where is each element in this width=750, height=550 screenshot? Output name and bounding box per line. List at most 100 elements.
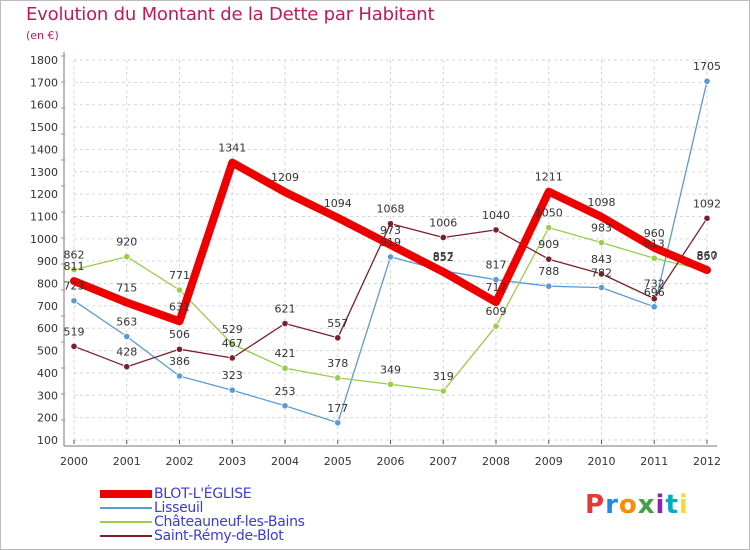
data-label: 349 [380,363,401,376]
data-label: 378 [327,357,348,370]
x-tick-label: 2007 [429,455,457,468]
y-tick-label: 200 [37,412,58,425]
data-label: 909 [538,238,559,251]
legend-label: Lisseuil [154,500,204,516]
x-tick-label: 2004 [271,455,299,468]
data-label: 529 [222,323,243,336]
data-point [228,354,236,362]
data-point [175,372,184,380]
data-label: 386 [169,355,190,368]
data-label: 788 [538,265,559,278]
data-label: 732 [644,278,665,291]
data-label: 631 [169,300,190,313]
data-label: 177 [327,402,348,415]
data-label: 1098 [588,196,616,209]
data-label: 1068 [377,203,405,216]
data-label: 1040 [482,209,510,222]
y-tick-label: 1000 [30,233,58,246]
data-label: 609 [486,305,507,318]
y-tick-label: 1300 [30,166,58,179]
data-label: 1094 [324,197,352,210]
x-tick-label: 2009 [535,455,563,468]
y-tick-label: 600 [37,322,58,335]
data-label: 983 [591,222,612,235]
data-label: 1705 [693,60,721,73]
data-point [123,363,131,371]
data-label: 1092 [693,197,721,210]
data-label: 253 [275,385,296,398]
x-tick-label: 2000 [60,455,88,468]
data-label: 428 [116,346,137,359]
data-point [281,364,289,372]
x-tick-label: 2010 [588,455,616,468]
data-label: 817 [486,259,507,272]
data-point [650,295,658,303]
data-point [492,226,500,234]
chart-title: Evolution du Montant de la Dette par Hab… [26,4,435,25]
legend-label: Châteauneuf-les-Bains [154,514,305,530]
data-label: 857 [433,250,454,263]
data-point [439,387,447,395]
data-point [386,220,395,228]
legend-label: Saint-Rémy-de-Blot [154,528,284,544]
data-point [597,270,606,278]
x-tick-label: 2002 [166,455,194,468]
data-label: 563 [116,316,137,329]
legend-swatch [100,535,152,537]
data-label: 319 [433,370,454,383]
data-label: 920 [116,236,137,249]
legend-swatch [100,521,152,523]
x-tick-label: 2006 [377,455,405,468]
y-tick-label: 1800 [30,54,58,67]
legend-swatch [100,507,152,509]
data-label: 715 [116,282,137,295]
data-point [334,374,342,382]
data-label: 506 [169,328,190,341]
data-label: 771 [169,269,190,282]
data-label: 913 [644,237,665,250]
data-point [703,214,711,222]
y-tick-label: 1500 [30,121,58,134]
data-label: 862 [64,249,85,262]
data-label: 467 [222,337,243,350]
data-point [70,297,78,305]
y-tick-label: 1200 [30,188,58,201]
data-point [492,276,500,284]
data-label: 919 [380,236,401,249]
data-point [439,233,447,242]
y-tick-label: 100 [37,434,58,447]
data-label: 782 [591,267,612,280]
data-point [650,254,658,262]
data-label: 811 [64,260,85,273]
data-point [334,334,342,342]
data-point [597,283,606,292]
legend-item: Saint-Rémy-de-Blot [100,528,305,544]
data-point [545,224,553,232]
data-label: 323 [222,369,243,382]
data-label: 1006 [429,216,457,229]
y-tick-label: 400 [37,367,58,380]
data-point [70,342,78,350]
data-label: 696 [644,286,665,299]
data-point [175,345,184,353]
x-tick-label: 2003 [218,455,246,468]
x-tick-label: 2011 [640,455,668,468]
data-point [386,380,395,388]
legend-label: BLOT-L'ÉGLISE [154,486,252,502]
data-label: 857 [697,250,718,263]
data-point [281,319,289,328]
legend-item: Châteauneuf-les-Bains [100,514,305,530]
x-tick-label: 2001 [113,455,141,468]
y-tick-label: 1100 [30,210,58,223]
data-label: 960 [644,227,665,240]
data-point [123,332,131,341]
legend-swatch [100,490,152,498]
legend-item: BLOT-L'ÉGLISE [100,486,305,502]
data-point [492,322,500,330]
data-label: 723 [64,280,85,293]
data-point [386,253,395,261]
data-label: 717 [486,281,507,294]
data-label: 519 [64,325,85,338]
data-point [650,303,658,311]
